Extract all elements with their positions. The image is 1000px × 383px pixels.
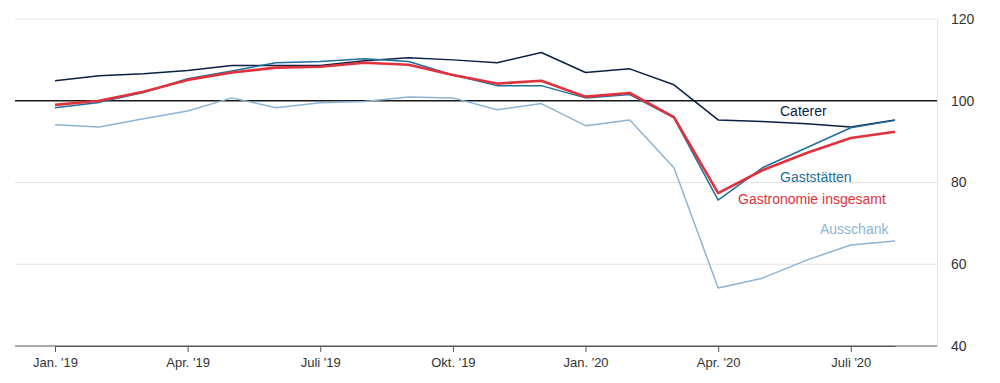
series-label: Ausschank: [820, 221, 889, 237]
grid-line: [15, 100, 937, 101]
series-line: [55, 59, 895, 200]
plot-area: [15, 53, 937, 288]
x-tick-label: Jan. '19: [33, 355, 78, 370]
grid: [15, 19, 937, 346]
x-tick-mark: [586, 346, 587, 352]
x-tick-mark: [55, 346, 56, 352]
x-tick-mark: [718, 346, 719, 352]
reference-line: [15, 100, 937, 101]
baseline: [15, 346, 937, 347]
grid-line: [15, 19, 937, 20]
y-tick: 60: [937, 256, 967, 272]
x-tick-label: Apr. '20: [697, 355, 741, 370]
series-label: Gastronomie insgesamt: [738, 191, 886, 207]
chart: 40 60 80 100 120 Jan. '19 Apr. '19 Juli '19 Okt.…: [0, 0, 1000, 383]
x-tick: Juli '19: [301, 346, 341, 370]
y-tick: 40: [937, 338, 967, 354]
x-tick: Juli '20: [831, 346, 871, 370]
x-tick: Apr. '20: [697, 346, 741, 370]
x-tick-mark: [453, 346, 454, 352]
series-line: [55, 53, 895, 127]
y-tick-label: 80: [951, 174, 967, 190]
x-axis: Jan. '19 Apr. '19 Juli '19 Okt. '19 Jan. '20…: [33, 346, 896, 370]
y-tick-label: 40: [951, 338, 967, 354]
x-tick-label: Juli '20: [831, 355, 871, 370]
y-tick-label: 60: [951, 256, 967, 272]
x-tick-label: Apr. '19: [166, 355, 210, 370]
y-axis-line: [937, 20, 938, 347]
series-labels: Caterer Gaststätten Gastronomie insgesamt A…: [738, 103, 889, 237]
x-tick-mark: [851, 346, 852, 352]
series-line: [55, 63, 895, 193]
y-tick-label: 100: [951, 93, 975, 109]
x-tick-label: Jan. '20: [563, 355, 608, 370]
y-tick: 120: [937, 11, 975, 27]
series-line: [55, 97, 895, 288]
y-tick: 100: [937, 93, 975, 109]
series-label: Caterer: [780, 103, 827, 119]
x-tick-label: Juli '19: [301, 355, 341, 370]
x-tick: Okt. '19: [431, 346, 475, 370]
x-tick-mark: [320, 346, 321, 352]
x-tick-mark: [188, 346, 189, 352]
y-axis: 40 60 80 100 120: [937, 11, 975, 354]
y-tick-label: 120: [951, 11, 975, 27]
x-tick: Jan. '20: [563, 346, 608, 370]
y-tick: 80: [937, 174, 967, 190]
x-axis-line: [56, 346, 896, 347]
x-tick: Apr. '19: [166, 346, 210, 370]
x-tick-label: Okt. '19: [431, 355, 475, 370]
series-label: Gaststätten: [780, 169, 852, 185]
x-tick: Jan. '19: [33, 346, 78, 370]
